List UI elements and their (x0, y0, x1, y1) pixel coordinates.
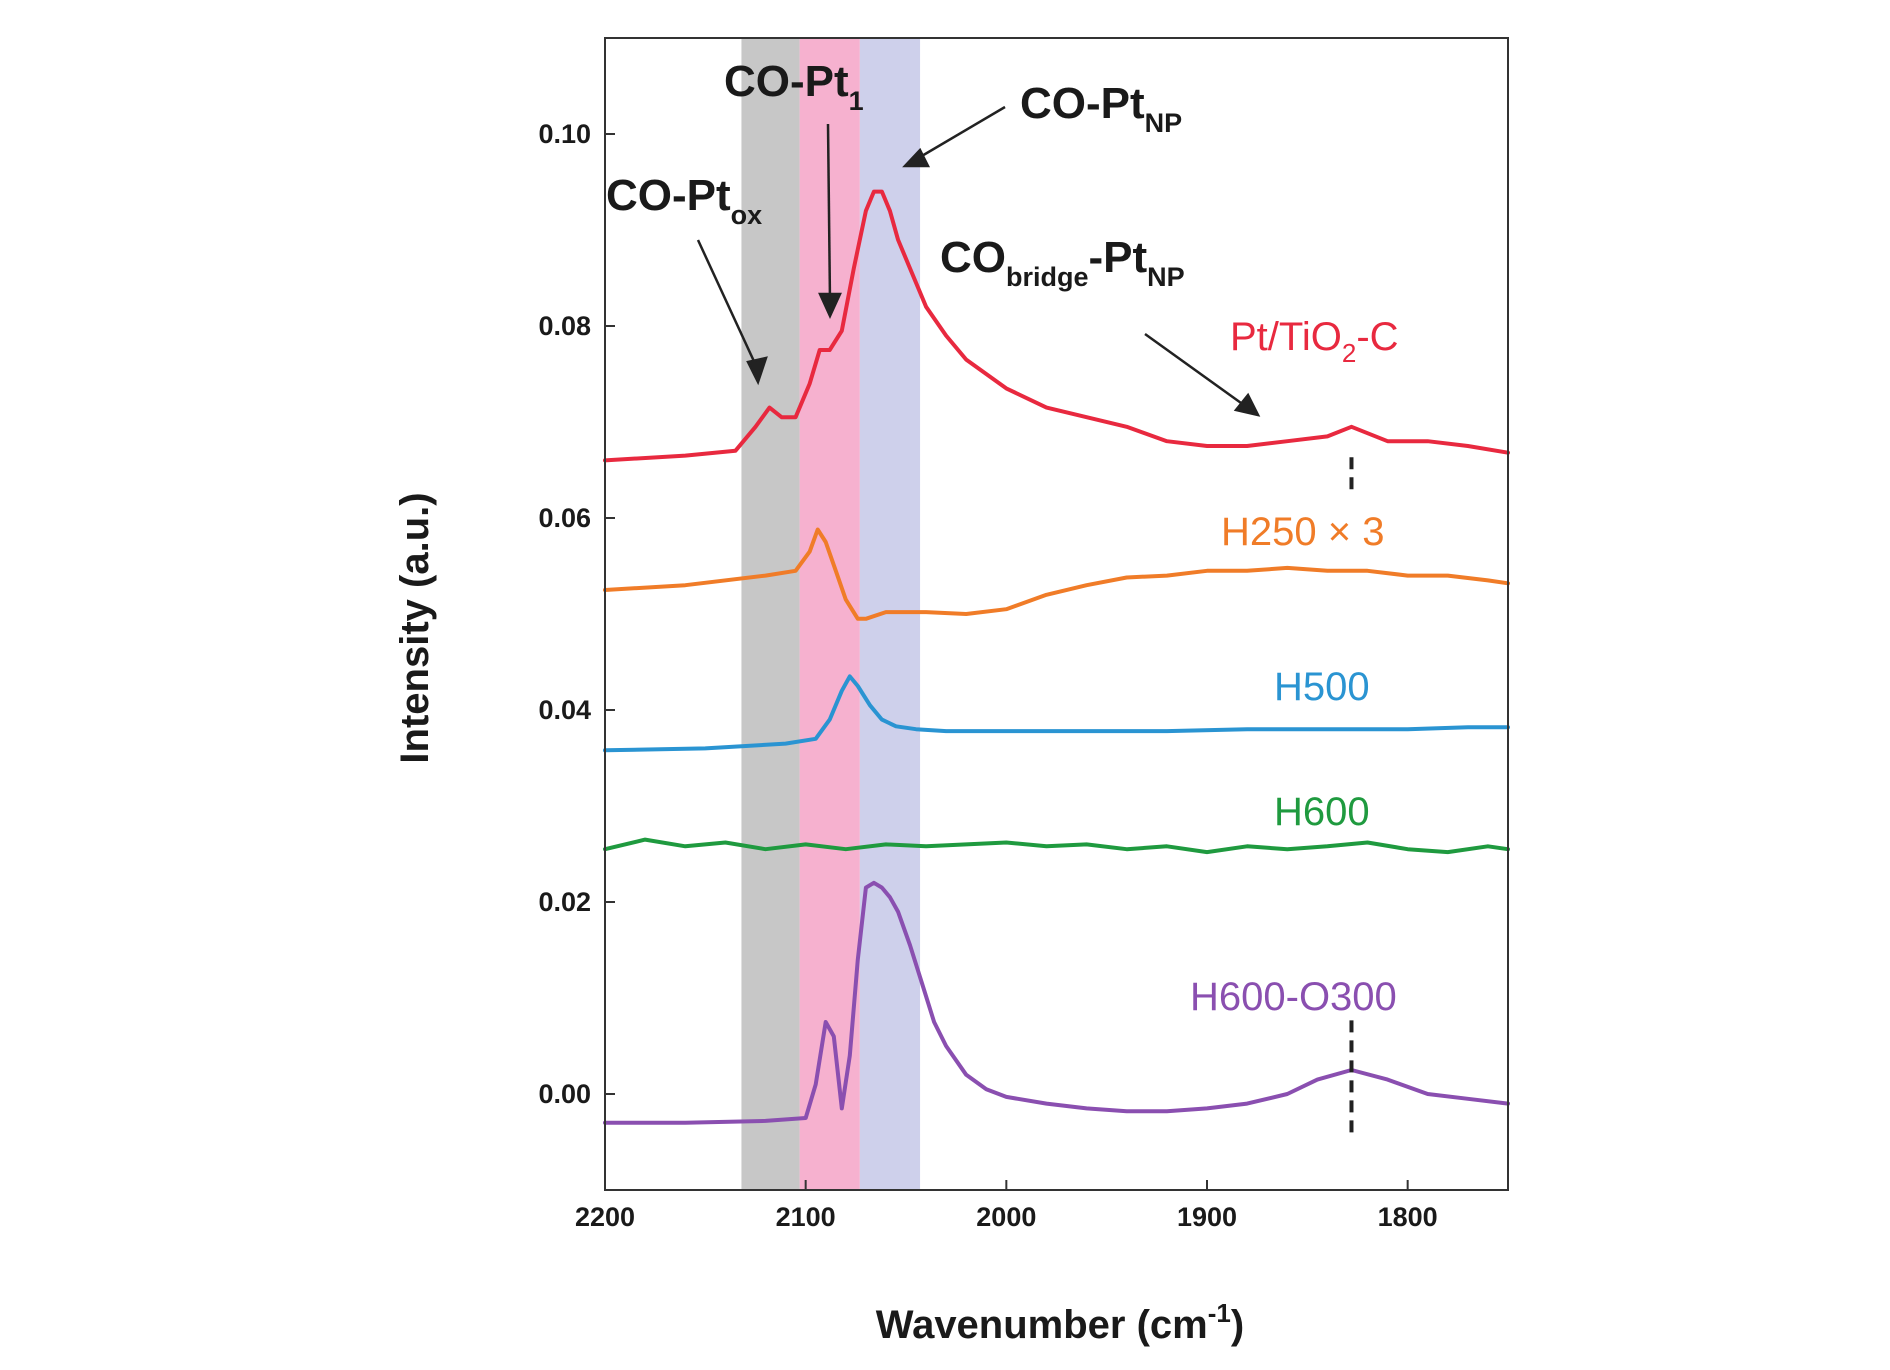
x-tick-label-2: 2000 (976, 1202, 1036, 1232)
x-axis: 2200 2100 2000 1900 1800 (575, 1180, 1438, 1232)
arrow-co-pt-ox (696, 239, 760, 371)
arrow-co-pt1 (826, 123, 832, 303)
y-tick-label-2: 0.04 (538, 695, 591, 725)
series-line-3 (603, 837, 1510, 855)
annotation-co-pt1: CO-Pt1 (724, 57, 864, 116)
x-axis-title: Wavenumber (cm-1) (876, 1298, 1244, 1347)
series-label-h500: H500 (1274, 665, 1370, 709)
x-tick-label-4: 1800 (1378, 1202, 1438, 1232)
arrow-cobridge-head (1233, 392, 1261, 417)
y-tick-label-1: 0.02 (538, 887, 591, 917)
series-line-1 (603, 527, 1510, 621)
series-line-4 (603, 880, 1510, 1125)
band-0 (741, 38, 800, 1190)
arrow-co-ptnp (914, 105, 1006, 162)
plot-frame (604, 37, 1509, 1191)
series-line-2 (603, 674, 1510, 753)
y-tick-label-4: 0.08 (538, 311, 591, 341)
y-tick-label-5: 0.10 (538, 119, 591, 149)
arrow-co-pt1-head (818, 292, 842, 320)
series-label-h250: H250 × 3 (1221, 510, 1384, 554)
x-tick-label-1: 2100 (776, 1202, 836, 1232)
x-tick-label-3: 1900 (1177, 1202, 1237, 1232)
series-line-0 (603, 189, 1510, 463)
arrow-co-pt-ox-head (746, 356, 768, 386)
annotation-cobridge-ptnp: CObridge-PtNP (940, 233, 1185, 292)
annotation-co-ptnp: CO-PtNP (1020, 79, 1182, 138)
arrow-cobridge (1144, 332, 1249, 410)
x-tick-label-0: 2200 (575, 1202, 635, 1232)
series-label-pt-tio2-c: Pt/TiO2-C (1230, 315, 1399, 368)
annotation-co-pt-ox: CO-Ptox (606, 171, 762, 230)
y-axis-title: Intensity (a.u.) (393, 492, 437, 763)
series-label-h600: H600 (1274, 790, 1370, 834)
y-tick-label-0: 0.00 (538, 1079, 591, 1109)
y-axis: 0.00 0.02 0.04 0.06 0.08 0.10 (538, 119, 615, 1109)
series-label-h600-o300: H600-O300 (1190, 975, 1397, 1019)
arrow-co-ptnp-head (902, 147, 931, 168)
series-layer (603, 189, 1510, 1125)
annotation-arrows (696, 105, 1261, 417)
y-tick-label-3: 0.06 (538, 503, 591, 533)
